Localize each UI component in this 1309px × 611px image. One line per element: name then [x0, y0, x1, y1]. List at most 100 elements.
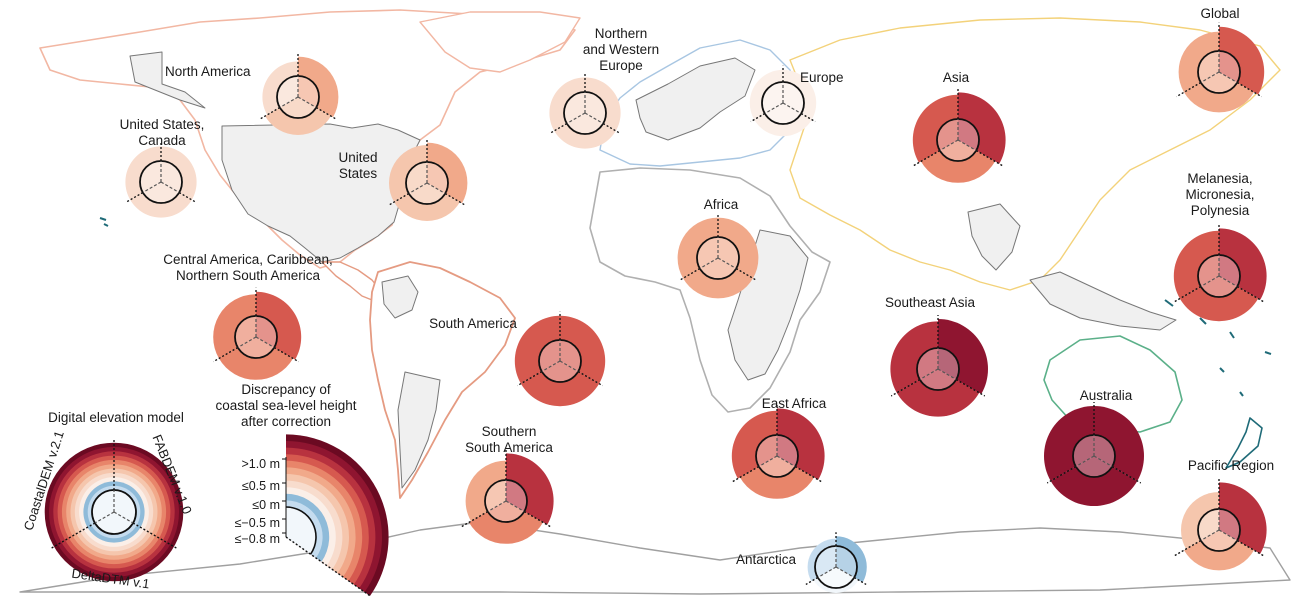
glyph-sector	[394, 183, 460, 222]
axis-inner	[764, 102, 784, 115]
glyph-sector	[890, 321, 938, 393]
axis-inner	[1218, 529, 1238, 542]
axis-outer	[577, 370, 603, 387]
glyph-sector	[560, 315, 606, 384]
axis-inner	[699, 257, 719, 270]
axis-outer	[523, 510, 552, 528]
region-glyph	[125, 142, 197, 218]
glyph-sector	[754, 103, 812, 137]
label-europe: Europe	[800, 70, 844, 85]
axis-inner	[1075, 455, 1095, 468]
glyph-sector	[1219, 228, 1267, 300]
axis-outer	[750, 112, 766, 123]
region-glyph	[912, 88, 1006, 183]
axis-inner	[1200, 275, 1220, 288]
region-glyph	[259, 52, 339, 136]
new-zealand-coast	[1225, 417, 1263, 469]
glyph-sector	[554, 113, 616, 149]
label-us-canada: United States, Canada	[119, 117, 205, 148]
glyph-sector	[731, 410, 777, 479]
axis-outer	[1176, 81, 1202, 98]
axis-inner	[541, 360, 561, 373]
axis-inner	[782, 102, 802, 115]
label-united-states: United States	[338, 150, 378, 181]
axis-inner	[297, 96, 317, 109]
axis-outer	[178, 191, 196, 203]
axis-outer	[126, 191, 144, 203]
india-land	[967, 203, 1021, 271]
axis-inner	[939, 139, 959, 152]
scale-axis	[285, 536, 372, 598]
label-africa: Africa	[703, 197, 739, 212]
australia-coast	[1043, 335, 1183, 433]
scale-tick-label: ≤−0.5 m	[234, 516, 280, 530]
se-asia-land	[1029, 271, 1177, 331]
glyph-sector	[585, 77, 621, 131]
glyph-sector	[749, 69, 783, 120]
label-northern-western-europe: Northern and Western Europe	[582, 26, 660, 73]
glyph-sector	[1094, 406, 1144, 481]
label-central-america: Central America, Caribbean, Northern Sout…	[163, 252, 333, 283]
region-glyph	[549, 73, 621, 149]
region-glyph	[1173, 478, 1267, 571]
glyph-sector	[161, 146, 197, 200]
scale-tick-label: >1.0 m	[241, 457, 280, 471]
label-asia: Asia	[942, 70, 970, 85]
axis-outer	[602, 122, 620, 134]
axis-inner	[255, 336, 275, 349]
axis-outer	[1236, 539, 1265, 557]
axis-outer	[1236, 81, 1262, 98]
axis-inner	[1093, 455, 1113, 468]
glyph-sector	[813, 567, 859, 594]
region-glyph	[677, 213, 759, 299]
axis-inner	[559, 360, 579, 373]
label-north-america: North America	[165, 64, 251, 79]
glyph-sector	[256, 291, 302, 360]
glyph-sector	[1044, 406, 1094, 481]
scale-tick-label: ≤0.5 m	[241, 479, 280, 493]
label-melanesia: Melanesia, Micronesia, Polynesia	[1185, 171, 1255, 218]
axis-outer	[1111, 465, 1142, 484]
glyph-sector	[958, 92, 1006, 164]
region-glyph	[213, 287, 302, 380]
legend-model-title: Digital elevation model	[48, 410, 184, 425]
axis-outer	[213, 346, 239, 363]
region-glyph	[1176, 22, 1265, 113]
region-glyph	[805, 532, 867, 594]
axis-inner	[408, 182, 428, 195]
chile-argentina-land	[397, 371, 441, 489]
axis-outer	[1173, 285, 1202, 303]
glyph-sector	[514, 315, 560, 384]
scale-zero-arc	[285, 506, 317, 555]
axis-inner	[1218, 275, 1238, 288]
axis-outer	[460, 510, 489, 528]
axis-inner	[142, 181, 162, 194]
axis-inner	[584, 112, 604, 125]
region-glyph	[1044, 402, 1144, 506]
legend-scale-title: Discrepancy of coastal sea-level height af…	[215, 382, 357, 429]
glyph-sector	[125, 146, 161, 200]
axis-inner	[758, 455, 778, 468]
glyph-sector	[213, 294, 256, 359]
glyph-sector	[520, 361, 600, 407]
land-layer	[19, 9, 1291, 595]
axis-inner	[505, 500, 525, 513]
axis-outer	[975, 149, 1004, 167]
asia-coast	[789, 17, 1281, 291]
label-pacific-region: Pacific Region	[1187, 458, 1275, 473]
region-glyph	[460, 449, 554, 544]
axis-outer	[912, 149, 941, 167]
region-glyph	[1173, 224, 1267, 322]
glyph-sector	[677, 217, 718, 279]
axis-inner	[776, 455, 796, 468]
glyph-sector	[506, 453, 554, 525]
axis-inner	[937, 368, 957, 381]
legend-axis	[94, 511, 115, 524]
south-america-highlight	[381, 275, 419, 319]
glyph-sector	[783, 69, 817, 120]
scale-band	[286, 507, 316, 555]
glyph-sector	[718, 217, 759, 279]
axis-inner	[160, 181, 180, 194]
axis-inner	[237, 336, 257, 349]
